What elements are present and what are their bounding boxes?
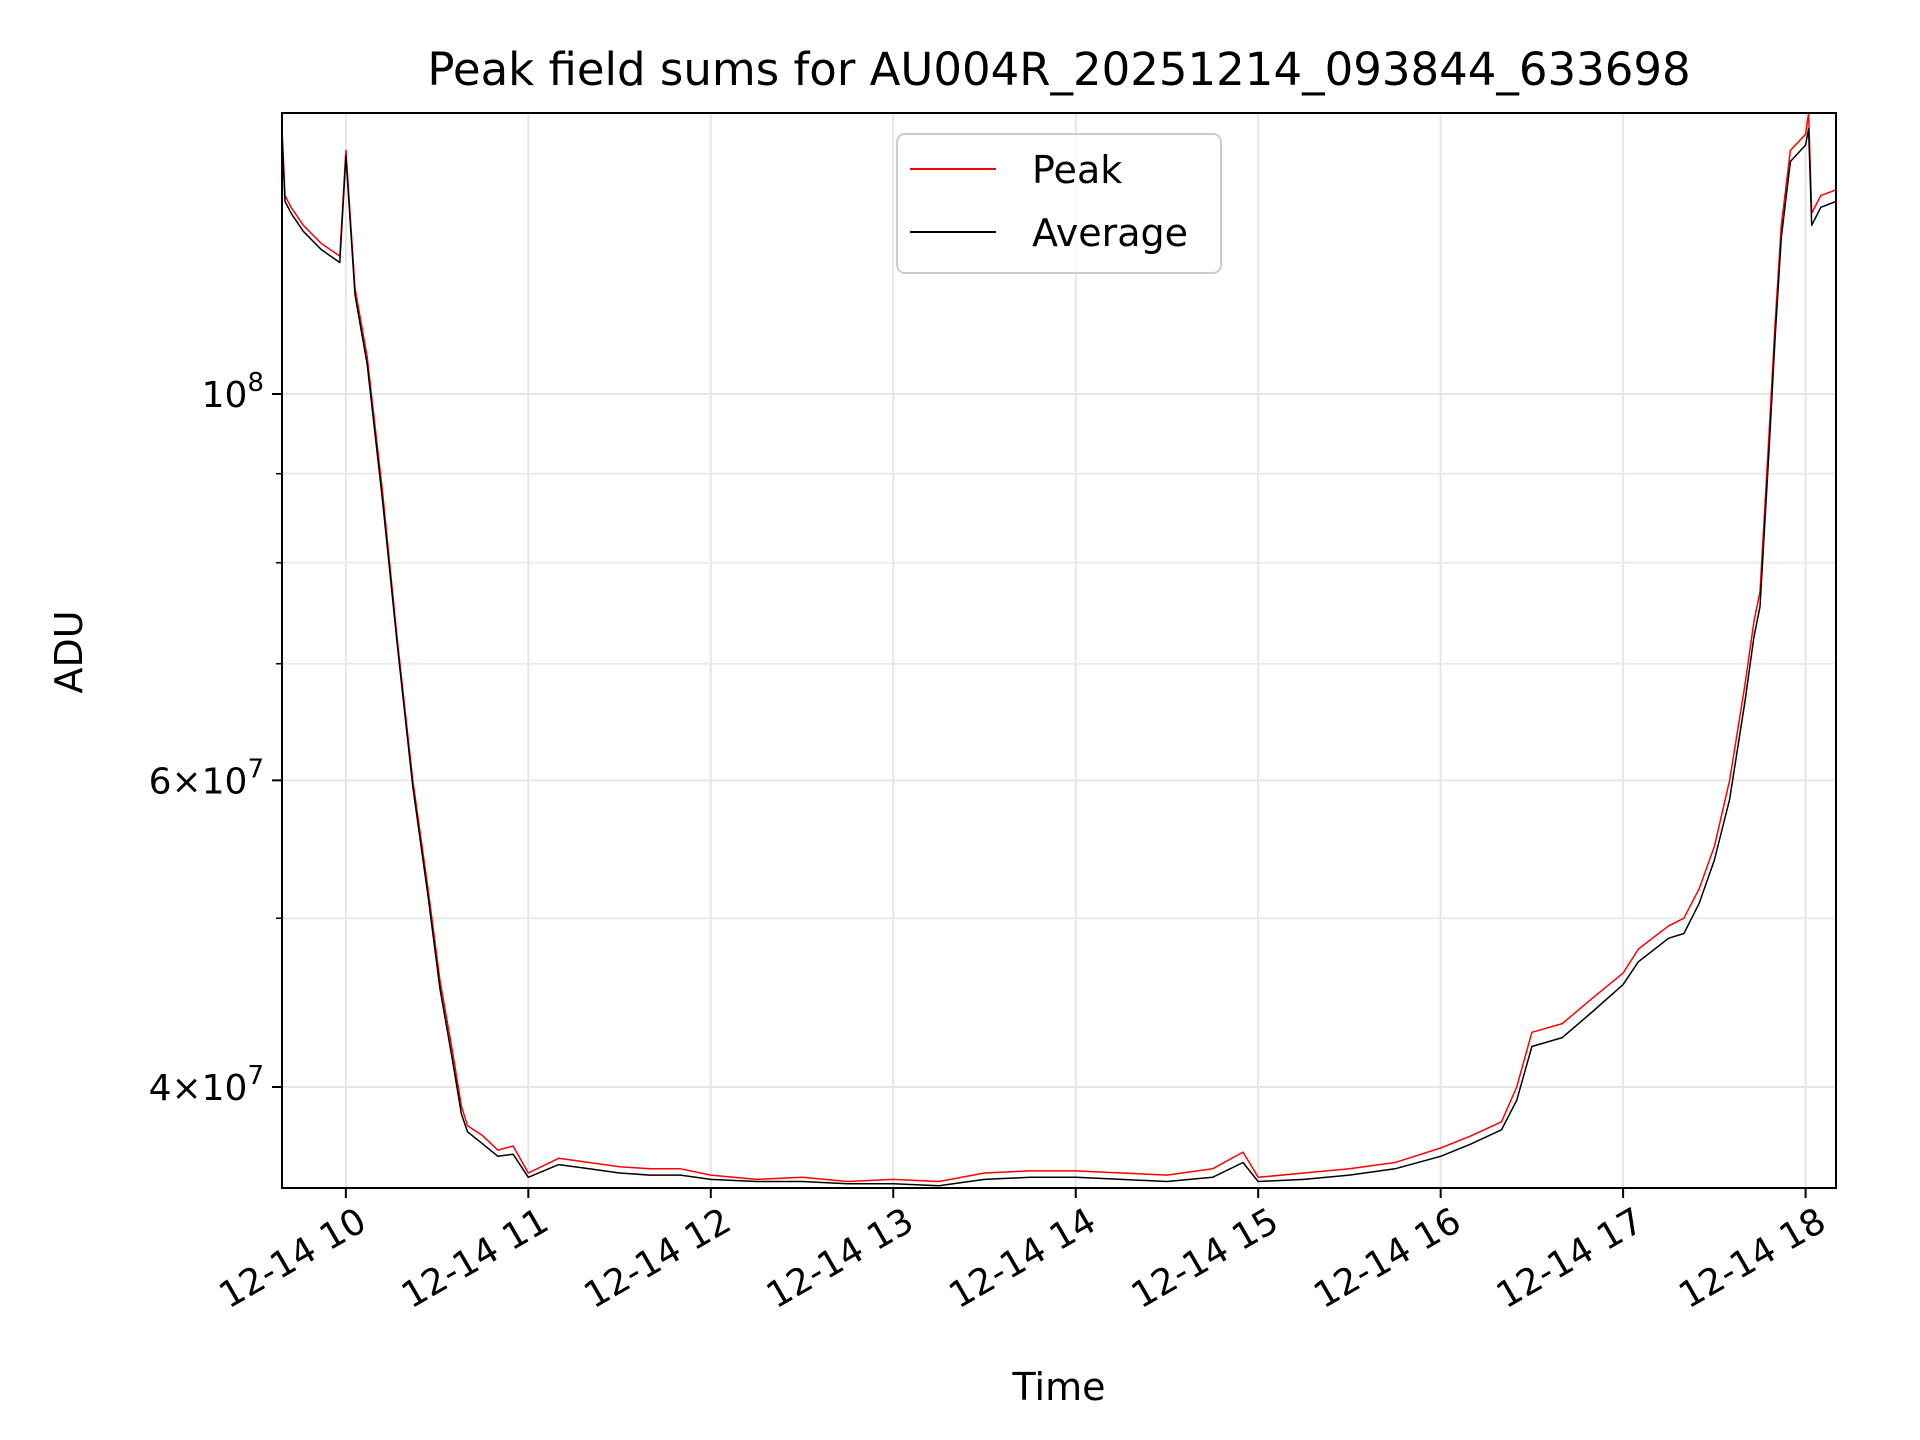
y-tick-label: 4×107 (149, 1061, 264, 1109)
y-tick-base: 10 (202, 1068, 248, 1109)
y-tick-label: 6×107 (149, 754, 264, 802)
chart-title: Peak field sums for AU004R_20251214_0938… (427, 43, 1690, 96)
series-layer (282, 113, 1836, 1187)
plot-area-frame (281, 112, 1837, 1189)
legend: Peak Average (896, 133, 1222, 274)
y-tick-mantissa: 4 (149, 1068, 172, 1109)
legend-label-peak: Peak (1032, 148, 1122, 192)
grid (282, 113, 1836, 1188)
series-line-peak (282, 113, 1836, 1183)
y-axis-label: ADU (47, 610, 91, 693)
axis-ticks (272, 393, 1807, 1198)
y-tick-exponent: 7 (247, 1061, 264, 1091)
y-tick-label: 108 (202, 368, 264, 416)
y-tick-base: 10 (202, 761, 248, 802)
series-line-average (282, 128, 1836, 1187)
y-tick-exponent: 7 (247, 754, 264, 784)
y-tick-mantissa: 6 (149, 761, 172, 802)
y-tick-times: × (171, 761, 201, 802)
legend-label-average: Average (1032, 211, 1188, 255)
y-tick-exponent: 8 (247, 368, 264, 398)
y-tick-base: 10 (202, 375, 248, 416)
x-axis-label: Time (1012, 1365, 1106, 1409)
y-tick-times: × (171, 1068, 201, 1109)
